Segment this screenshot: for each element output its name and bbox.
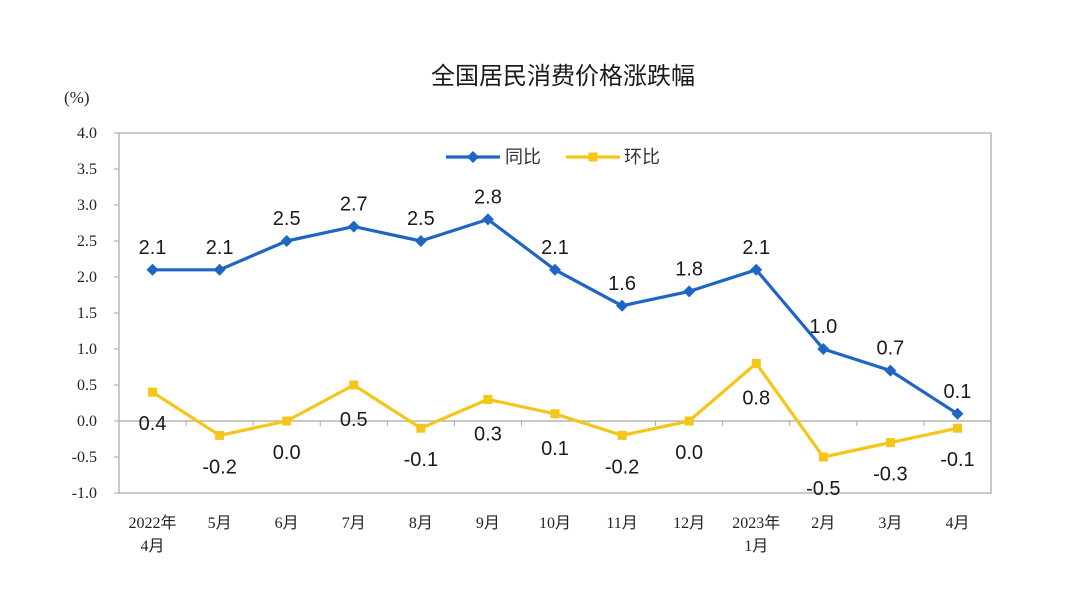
yoy-point — [481, 213, 494, 226]
x-tick-label: 7月 — [342, 515, 366, 532]
legend-yoy-label: 同比 — [505, 147, 541, 168]
x-tick-label: 4月 — [141, 538, 165, 555]
mom-data-label: 0.1 — [541, 438, 569, 460]
mom-data-label: -0.1 — [940, 449, 974, 471]
yoy-data-label: 1.6 — [608, 273, 636, 295]
mom-point — [617, 430, 627, 440]
yoy-point — [884, 364, 897, 377]
mom-data-label: -0.2 — [605, 456, 639, 478]
y-tick-label: 3.0 — [77, 197, 97, 214]
yoy-data-label: 2.8 — [474, 186, 502, 208]
mom-point — [885, 438, 895, 448]
yoy-point — [951, 407, 964, 420]
yoy-point — [817, 343, 830, 355]
x-tick-label: 12月 — [673, 515, 705, 532]
yoy-point — [414, 235, 427, 247]
x-tick-label: 2023年 — [732, 514, 780, 532]
mom-point — [684, 416, 694, 426]
yoy-data-label: 2.1 — [139, 237, 167, 259]
yoy-data-label: 2.1 — [742, 237, 770, 259]
mom-data-label: 0.0 — [675, 442, 703, 464]
yoy-point — [280, 235, 293, 247]
mom-point — [416, 423, 426, 433]
axes-layer: 4.0 3.5 3.0 2.5 2.0 1.5 1.0 0.5 0.0 -0.5 -1.0 2022年… — [72, 125, 991, 555]
yoy-point — [146, 263, 159, 276]
y-tick-label: 0.5 — [77, 377, 97, 394]
yoy-point — [683, 285, 696, 298]
yoy-data-label: 2.5 — [273, 208, 301, 230]
mom-data-label: 0.5 — [340, 409, 368, 431]
yoy-point — [549, 263, 561, 276]
yoy-point — [750, 263, 763, 276]
y-tick-label: 1.0 — [77, 341, 97, 358]
mom-point — [349, 380, 359, 390]
mom-data-label: 0.8 — [742, 387, 770, 409]
y-axis-unit: (%) — [64, 88, 89, 107]
yoy-data-label: 2.7 — [340, 194, 368, 216]
x-tick-label: 4月 — [945, 515, 969, 532]
mom-point — [550, 409, 560, 419]
legend-yoy-marker — [467, 151, 479, 163]
x-tick-label: 1月 — [744, 538, 768, 555]
legend-mom-label: 环比 — [624, 147, 660, 168]
mom-point — [282, 416, 292, 426]
yoy-data-label: 1.8 — [675, 258, 703, 280]
mom-data-label: -0.5 — [806, 478, 840, 500]
yoy-data-label: 0.7 — [876, 338, 904, 360]
yoy-point — [347, 220, 360, 233]
x-tick-label: 5月 — [208, 515, 232, 532]
y-tick-label: -0.5 — [72, 449, 97, 466]
series-layer: 2.1 2.1 2.5 2.7 2.5 2.8 2.1 1.6 1.8 2.1 1.0 0.7 0.1 0… — [139, 186, 975, 500]
mom-point — [215, 430, 225, 440]
mom-data-label: 0.0 — [273, 442, 301, 464]
mom-data-label: 0.3 — [474, 423, 502, 445]
x-tick-label: 2月 — [811, 515, 835, 532]
mom-data-label: -0.2 — [202, 456, 236, 478]
x-tick-label: 6月 — [275, 515, 299, 532]
mom-data-label: 0.4 — [139, 413, 167, 435]
chart-title: 全国居民消费价格涨跌幅 — [431, 62, 695, 90]
mom-point — [818, 452, 828, 462]
legend: 同比 环比 — [446, 147, 660, 168]
mom-point — [483, 394, 493, 404]
x-tick-label: 11月 — [606, 515, 637, 532]
yoy-data-label: 2.5 — [407, 208, 435, 230]
mom-point — [148, 387, 158, 397]
yoy-data-label: 0.1 — [944, 381, 972, 403]
mom-data-label: -0.1 — [404, 449, 438, 471]
mom-point — [952, 423, 962, 433]
y-tick-label: 3.5 — [77, 161, 97, 178]
y-tick-label: 2.0 — [77, 269, 97, 286]
y-tick-label: 2.5 — [77, 233, 97, 250]
yoy-data-label: 2.1 — [541, 237, 569, 259]
y-tick-label: 0.0 — [77, 413, 97, 430]
yoy-data-label: 2.1 — [206, 237, 234, 259]
x-tick-label: 2022年 — [129, 514, 177, 532]
x-tick-label: 3月 — [878, 515, 902, 532]
mom-data-label: -0.3 — [873, 464, 907, 486]
mom-point — [751, 358, 761, 368]
yoy-data-label: 1.0 — [809, 316, 837, 338]
legend-mom-marker — [588, 152, 598, 162]
yoy-point — [213, 263, 226, 276]
y-tick-label: 1.5 — [77, 305, 97, 322]
yoy-point — [616, 299, 629, 312]
y-tick-label: 4.0 — [77, 125, 97, 142]
y-tick-label: -1.0 — [72, 485, 97, 502]
x-tick-label: 9月 — [476, 515, 500, 532]
x-tick-label: 8月 — [409, 515, 433, 532]
x-tick-label: 10月 — [539, 515, 571, 532]
